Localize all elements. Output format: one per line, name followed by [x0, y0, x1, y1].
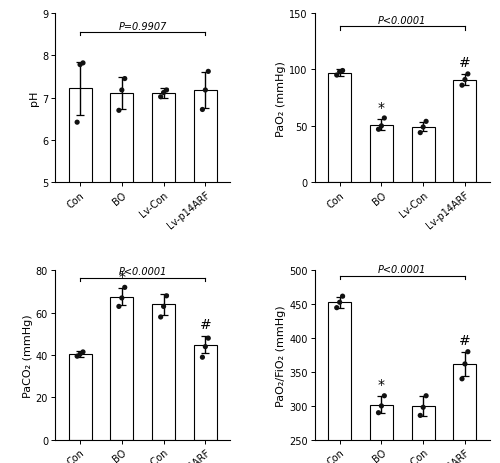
Point [378, 402, 386, 410]
Point [156, 313, 164, 321]
Point [419, 404, 427, 411]
Text: *: * [378, 101, 385, 115]
Point [338, 293, 346, 300]
Point [73, 353, 81, 360]
Point [73, 119, 81, 126]
Text: P<0.0001: P<0.0001 [118, 267, 167, 277]
Text: #: # [459, 333, 471, 347]
Point [160, 90, 168, 97]
Point [202, 87, 209, 94]
Bar [194, 91, 217, 394]
Point [374, 409, 382, 417]
Text: P<0.0001: P<0.0001 [378, 265, 426, 275]
Point [76, 62, 84, 69]
Bar [110, 94, 134, 394]
Point [198, 354, 206, 361]
Point [118, 87, 126, 94]
Point [332, 72, 340, 80]
Bar [454, 81, 476, 183]
Text: *: * [118, 270, 126, 284]
Point [204, 69, 212, 76]
Point [115, 107, 123, 115]
Point [336, 69, 344, 76]
Point [118, 294, 126, 302]
Point [162, 293, 170, 300]
Point [416, 130, 424, 137]
Bar [328, 303, 351, 463]
Bar [370, 125, 393, 183]
Point [338, 68, 346, 75]
Point [380, 392, 388, 400]
Y-axis label: PaCO₂ (mmHg): PaCO₂ (mmHg) [23, 313, 33, 397]
Bar [68, 89, 92, 394]
Bar [328, 74, 351, 183]
Text: #: # [459, 56, 471, 69]
Point [79, 349, 87, 356]
Point [120, 75, 128, 83]
Bar [454, 364, 476, 463]
Point [160, 303, 168, 311]
Point [458, 82, 466, 90]
Point [79, 60, 87, 68]
Point [202, 343, 209, 350]
Point [464, 348, 472, 356]
Bar [370, 405, 393, 463]
Point [336, 299, 344, 307]
Point [416, 412, 424, 419]
Point [162, 87, 170, 94]
Bar [68, 354, 92, 440]
Y-axis label: pH: pH [29, 91, 39, 106]
Text: *: * [378, 377, 385, 392]
Point [156, 94, 164, 101]
Point [380, 115, 388, 122]
Text: P<0.0001: P<0.0001 [378, 16, 426, 26]
Point [332, 304, 340, 312]
Bar [412, 406, 434, 463]
Bar [152, 305, 175, 440]
Bar [194, 345, 217, 440]
Bar [412, 128, 434, 183]
Text: #: # [200, 317, 211, 331]
Point [198, 106, 206, 114]
Point [120, 284, 128, 291]
Point [461, 77, 469, 84]
Point [422, 119, 430, 126]
Point [76, 350, 84, 358]
Point [374, 126, 382, 134]
Y-axis label: PaO₂/FiO₂ (mmHg): PaO₂/FiO₂ (mmHg) [276, 305, 286, 406]
Point [378, 123, 386, 130]
Point [461, 360, 469, 368]
Point [422, 392, 430, 400]
Point [419, 124, 427, 131]
Bar [152, 94, 175, 394]
Text: P=0.9907: P=0.9907 [118, 22, 167, 31]
Bar [110, 297, 134, 440]
Point [458, 375, 466, 383]
Point [464, 71, 472, 78]
Point [115, 303, 123, 311]
Y-axis label: PaO₂ (mmHg): PaO₂ (mmHg) [276, 61, 286, 136]
Point [204, 335, 212, 342]
